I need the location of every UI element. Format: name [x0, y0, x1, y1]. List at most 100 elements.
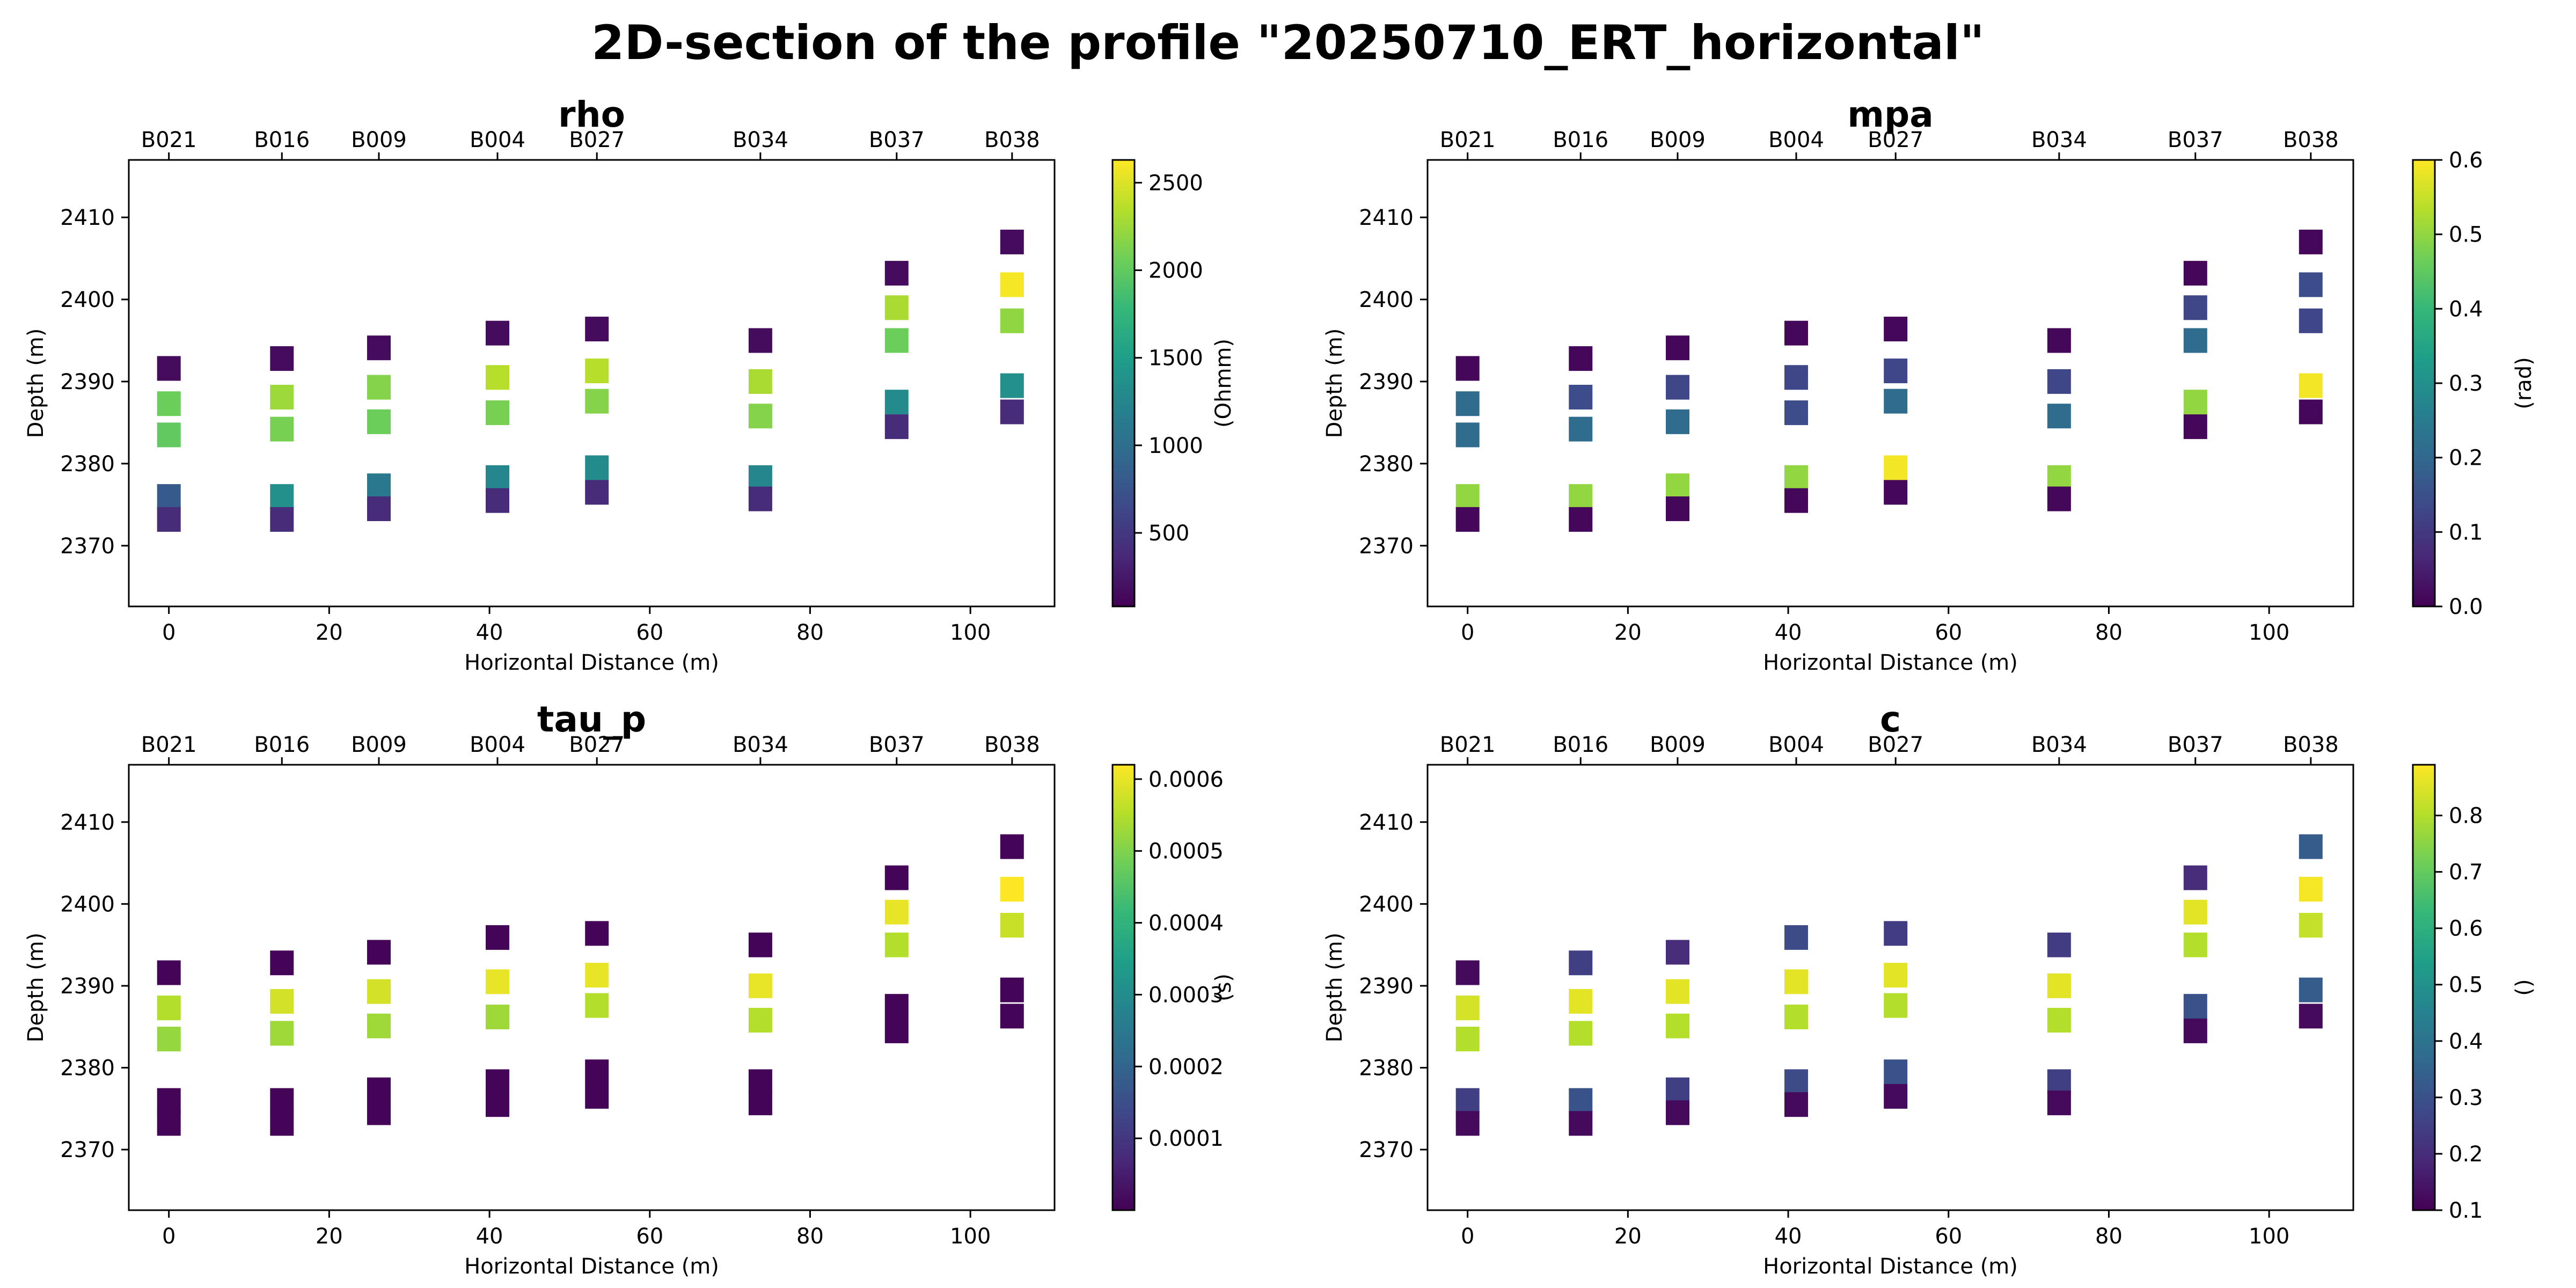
y-tick-label: 2400 [60, 892, 115, 917]
top-tick-label: B021 [141, 733, 197, 757]
data-cell [1884, 389, 1908, 414]
data-cell [1569, 385, 1593, 409]
top-tick-label: B016 [1553, 128, 1608, 152]
y-axis-label: Depth (m) [1322, 328, 1347, 438]
y-tick-label: 2370 [1359, 1138, 1414, 1162]
data-cell [486, 465, 509, 490]
data-cell [1884, 317, 1908, 342]
panel-title: c [1880, 699, 1901, 740]
x-tick-label: 0 [1461, 620, 1474, 645]
x-tick-label: 0 [162, 620, 175, 645]
panel-title: rho [558, 94, 625, 135]
data-cell [884, 994, 909, 1019]
y-tick-label: 2410 [60, 810, 115, 835]
data-cell [2183, 390, 2207, 415]
x-tick-label: 60 [636, 1224, 663, 1249]
data-cell [270, 385, 294, 409]
data-cells [1455, 834, 2323, 1136]
data-cell [585, 1084, 609, 1109]
x-tick-label: 0 [1461, 1224, 1474, 1249]
x-tick-label: 20 [1614, 1224, 1642, 1249]
colorbar-tick-label: 0.2 [2449, 446, 2483, 471]
data-cell [585, 963, 609, 988]
data-cell [585, 1059, 609, 1085]
data-cell [1569, 484, 1593, 509]
x-tick-label: 20 [316, 1224, 343, 1249]
x-tick-label: 100 [2249, 620, 2289, 645]
data-cells [157, 229, 1024, 532]
x-tick-label: 20 [316, 620, 343, 645]
y-axis-label: Depth (m) [1322, 933, 1347, 1043]
data-cell [1569, 950, 1593, 976]
data-cell [486, 1004, 509, 1029]
y-tick-label: 2370 [60, 1138, 115, 1162]
data-cell [2299, 876, 2323, 902]
data-cell [367, 1100, 391, 1125]
colorbar-tick-label: 0.0006 [1148, 767, 1224, 792]
data-cell [1455, 996, 1480, 1021]
top-tick-label: B027 [569, 733, 625, 757]
plot-frame [128, 764, 1056, 1211]
data-cell [2299, 308, 2323, 333]
data-cell [1884, 963, 1908, 988]
data-cell [2183, 328, 2207, 353]
panel-title: mpa [1847, 94, 1934, 135]
y-tick-label: 2400 [60, 288, 115, 312]
x-tick-label: 80 [796, 620, 824, 645]
colorbar [1113, 160, 1135, 606]
data-cell [1000, 373, 1024, 398]
data-cell [157, 507, 181, 532]
colorbar-tick-label: 500 [1148, 521, 1189, 546]
data-cell [1884, 358, 1908, 384]
top-tick-label: B027 [569, 128, 625, 152]
x-tick-label: 60 [636, 620, 663, 645]
top-tick-label: B034 [2031, 128, 2087, 152]
data-cell [2183, 261, 2207, 286]
x-axis-label: Horizontal Distance (m) [464, 1254, 719, 1279]
colorbar-tick-label: 0.6 [2449, 917, 2483, 941]
colorbar-tick-label: 0.0001 [1148, 1126, 1224, 1151]
y-tick-label: 2390 [60, 974, 115, 999]
data-cell [1784, 1092, 1808, 1117]
colorbar-tick-label: 0.0 [2449, 595, 2483, 619]
data-cell [2047, 369, 2071, 394]
data-cell [2299, 913, 2323, 938]
data-cell [1884, 993, 1908, 1018]
colorbar-frame [1111, 764, 1136, 1211]
top-tick-label: B037 [2168, 733, 2223, 757]
top-tick-label: B009 [351, 128, 407, 152]
data-cell [884, 261, 909, 286]
data-cell [157, 1088, 181, 1113]
data-cell [157, 1027, 181, 1052]
data-cell [367, 473, 391, 499]
x-tick-label: 100 [2249, 1224, 2289, 1249]
colorbar-tick-label: 0.3 [2449, 371, 2483, 396]
data-cell [1666, 979, 1689, 1004]
data-cell [486, 365, 509, 390]
data-cell [585, 455, 609, 480]
data-cell [157, 391, 181, 416]
x-tick-label: 80 [2095, 1224, 2123, 1249]
y-tick-label: 2400 [1359, 288, 1414, 312]
top-tick-label: B037 [869, 128, 925, 152]
y-tick-label: 2380 [1359, 452, 1414, 477]
chart-panel-tau_p: 0 20 40 60 80 100 2370 2380 2390 2400 2410 B021 B016… [24, 699, 1236, 1279]
data-cell [157, 356, 181, 381]
data-cell [1569, 346, 1593, 371]
data-cell [2299, 272, 2323, 297]
data-cell [1784, 365, 1808, 390]
data-cell [748, 1069, 772, 1094]
x-axis-label: Horizontal Distance (m) [1763, 650, 2018, 675]
x-tick-label: 40 [476, 1224, 503, 1249]
top-tick-label: B034 [733, 733, 788, 757]
colorbar [1113, 765, 1135, 1210]
colorbar-tick-label: 0.0004 [1148, 911, 1224, 936]
data-cell [1666, 1077, 1689, 1102]
data-cell [270, 989, 294, 1014]
data-cell [367, 979, 391, 1004]
x-tick-label: 0 [162, 1224, 175, 1249]
y-tick-label: 2380 [60, 452, 115, 477]
data-cell [367, 335, 391, 361]
data-cell [270, 1088, 294, 1113]
data-cell [1666, 375, 1689, 400]
